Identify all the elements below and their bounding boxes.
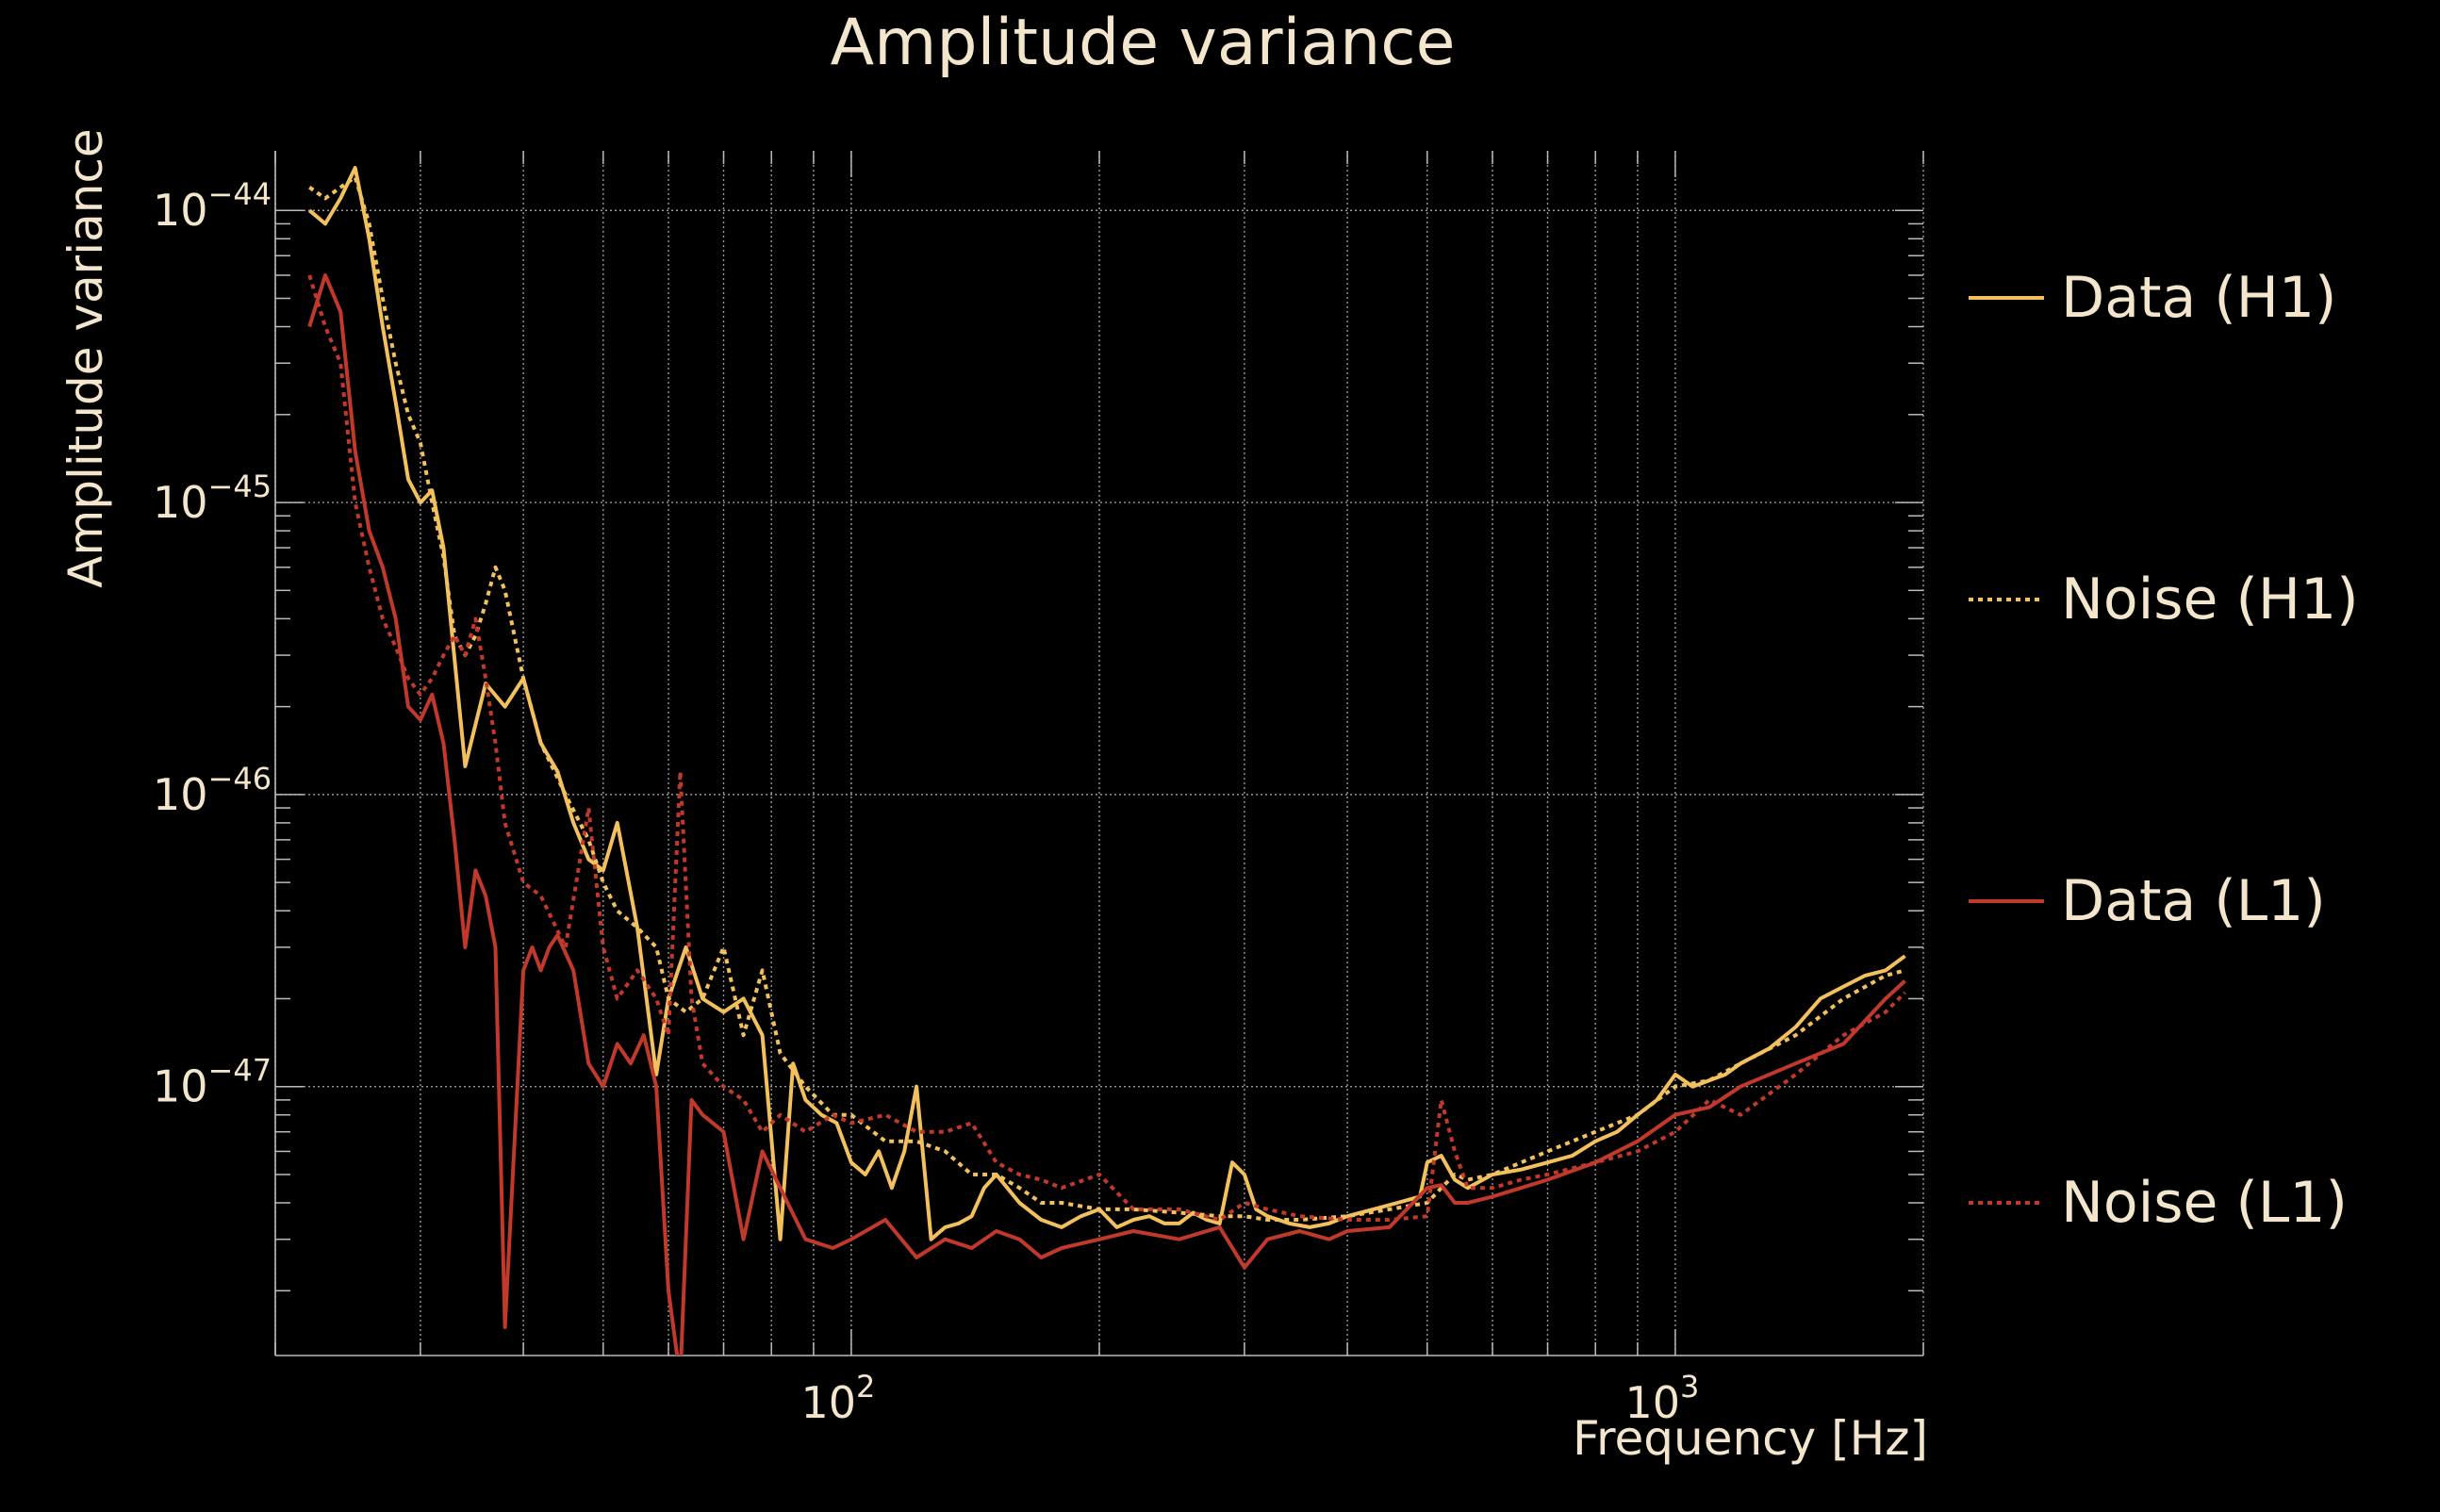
x-tick-label: 102 bbox=[800, 1369, 875, 1428]
legend: Data (H1) Noise (H1) Data (L1) Noise (L1) bbox=[1969, 265, 2359, 1236]
x-tick-label: 103 bbox=[1624, 1369, 1699, 1428]
series-lines bbox=[307, 166, 1906, 1356]
x-axis-label: Frequency [Hz] bbox=[1573, 1411, 1928, 1466]
series-line-2 bbox=[307, 273, 1906, 1356]
series-line-3 bbox=[307, 274, 1906, 1222]
legend-label: Data (H1) bbox=[2061, 265, 2336, 331]
y-tick-label: 10−46 bbox=[153, 761, 272, 820]
y-tick-label: 10−47 bbox=[153, 1053, 272, 1112]
y-tick-label: 10−45 bbox=[153, 468, 272, 528]
legend-label: Noise (H1) bbox=[2061, 567, 2359, 633]
chart-title: Amplitude variance bbox=[831, 6, 1456, 80]
legend-label: Noise (L1) bbox=[2061, 1170, 2348, 1236]
legend-label: Data (L1) bbox=[2061, 868, 2326, 934]
y-axis-label: Amplitude variance bbox=[58, 128, 113, 587]
y-tick-label: 10−44 bbox=[153, 176, 272, 236]
axes: 102 103 10−44 10−45 10−46 10−47 bbox=[153, 151, 1924, 1428]
